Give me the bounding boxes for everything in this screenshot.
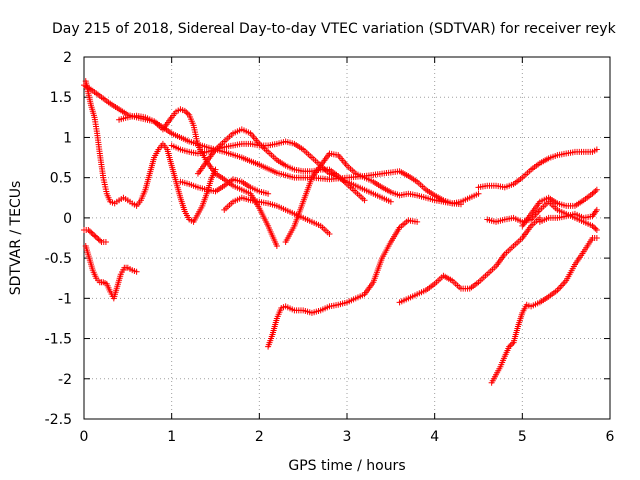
data-point (102, 239, 109, 246)
series-arc-15 (488, 235, 600, 386)
data-point (85, 226, 92, 233)
data-point (265, 190, 272, 197)
y-tick-label: 0 (63, 211, 72, 227)
y-tick-label: -2.5 (45, 412, 72, 428)
data-point (590, 224, 597, 231)
data-point (86, 228, 93, 235)
y-tick-label: 1.5 (50, 90, 72, 106)
y-tick-label: -1 (58, 291, 72, 307)
series-arc-7 (194, 126, 368, 204)
series-arc-17 (536, 206, 600, 225)
x-tick-label: 0 (80, 429, 89, 445)
data-point (183, 109, 190, 116)
data-point (509, 340, 516, 347)
data-point (414, 218, 421, 225)
series-arc-16 (519, 186, 600, 229)
series-arc-10 (265, 217, 421, 350)
data-point (457, 201, 464, 208)
data-point (593, 206, 600, 213)
data-point (593, 226, 600, 233)
series-arc-3 (81, 226, 109, 246)
data-point (94, 235, 101, 241)
series-arc-2 (82, 78, 219, 225)
series-arc-13 (475, 146, 600, 191)
data-point (589, 190, 596, 197)
data-points (81, 78, 600, 386)
data-point (592, 188, 599, 195)
y-tick-label: 2 (63, 50, 72, 66)
data-point (95, 236, 102, 243)
data-point (273, 243, 280, 250)
x-tick-label: 1 (167, 429, 176, 445)
data-point (589, 222, 596, 229)
data-point (361, 197, 368, 204)
y-tick-label: 0.5 (50, 171, 72, 187)
y-axis-label: SDTVAR / TECUs (8, 181, 24, 296)
data-point (387, 198, 394, 205)
data-point (590, 189, 597, 196)
data-point (133, 268, 140, 275)
x-axis-label: GPS time / hours (288, 458, 405, 474)
x-tick-label: 6 (606, 429, 615, 445)
x-tick-label: 4 (430, 429, 439, 445)
y-tick-label: -0.5 (45, 251, 72, 267)
data-point (181, 107, 188, 114)
data-point (592, 225, 599, 232)
data-point (89, 230, 96, 237)
data-point (593, 186, 600, 193)
series-arc-12 (396, 214, 543, 306)
data-point (97, 237, 104, 244)
series-arc-5 (116, 106, 280, 250)
y-tick-label: 1 (63, 130, 72, 146)
y-tick-label: -1.5 (45, 332, 72, 348)
x-tick-label: 3 (343, 429, 352, 445)
chart-title: Day 215 of 2018, Sidereal Day-to-day VTE… (52, 21, 617, 37)
data-point (593, 235, 600, 241)
data-point (88, 229, 95, 236)
data-point (326, 230, 333, 237)
data-point (593, 146, 600, 153)
axis-ticks: 0 1 2 3 4 5 6 -2.5 -2 -1.5 -1 -0.5 0 0.5 1 1.5 2 (45, 50, 615, 445)
series-arc-8 (177, 176, 272, 197)
series-arc-9 (221, 194, 333, 237)
data-point (91, 232, 98, 239)
x-tick-label: 5 (518, 429, 527, 445)
data-point (92, 233, 99, 240)
y-tick-label: -2 (58, 372, 72, 388)
series-arc-4 (82, 243, 140, 302)
data-point (506, 343, 513, 350)
data-point (475, 190, 482, 197)
series-arc-11 (282, 150, 464, 246)
data-point (507, 342, 514, 349)
data-point (184, 110, 191, 117)
x-tick-label: 2 (255, 429, 264, 445)
